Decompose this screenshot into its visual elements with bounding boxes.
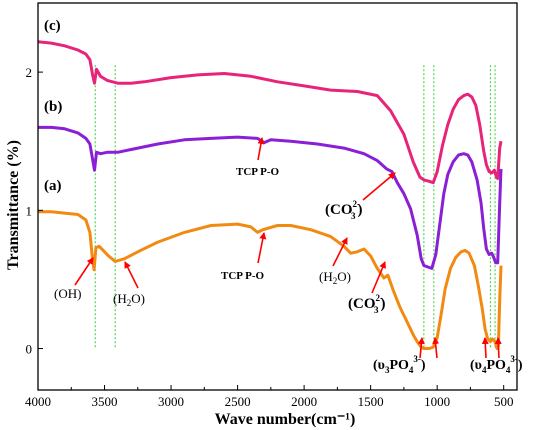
co3-lower-text: (CO <box>348 296 376 312</box>
arrow-tcp-a <box>257 232 267 264</box>
co3-label-upper: (CO2- 3) <box>325 199 363 221</box>
curve-label-c: (c) <box>44 18 61 34</box>
curve-label-a: (a) <box>44 178 62 194</box>
v4-po-sub: 4 <box>506 365 511 375</box>
arrow-oh <box>74 257 94 286</box>
arrow-v4-right <box>494 337 502 359</box>
arrow-h2o-left <box>124 261 139 289</box>
v4-po: PO <box>486 358 506 373</box>
oh-label: (OH) <box>54 286 81 301</box>
v4-sub: 4 <box>482 365 487 375</box>
curve-label-b: (b) <box>44 99 62 115</box>
v3-po4-label: (υ3PO43-) <box>373 354 426 375</box>
spectra-curves <box>37 40 503 350</box>
arrow-v3-left <box>417 337 425 359</box>
y-axis-title: Transmittance (%) <box>5 140 22 270</box>
tcp-label-a: TCP P-O <box>221 270 265 282</box>
h2o-left-text: (H <box>113 291 127 306</box>
guide-lines <box>94 65 496 349</box>
v4-po4-label: (υ4PO43-) <box>470 354 523 375</box>
x-tick-label-2500: 2500 <box>225 394 251 409</box>
x-tick-label-3000: 3000 <box>158 394 184 409</box>
axis-ticks: 4000 3500 3000 2500 2000 1500 1000 500 0 1 2 <box>25 65 513 409</box>
x-axis-title: Wave number(cm⁻¹) <box>215 411 356 428</box>
co3-label-lower: (CO2- 3) <box>348 293 386 315</box>
arrow-co3-upper <box>362 172 396 201</box>
v3-po-sub: 4 <box>409 365 414 375</box>
h2o-mid-sub: 2 <box>333 276 338 286</box>
y-tick-label-2: 2 <box>26 65 33 80</box>
v4-open: (υ <box>470 358 482 373</box>
co3-upper-text: (CO <box>325 202 353 218</box>
arrow-tcp-b <box>257 137 265 161</box>
x-tick-label-4000: 4000 <box>25 394 51 409</box>
plot-frame <box>37 2 518 391</box>
v3-po: PO <box>389 358 409 373</box>
v3-sub: 3 <box>385 365 390 375</box>
co3-upper-sup: 2- <box>353 199 361 209</box>
v4-close: ) <box>518 358 523 373</box>
x-tick-label-3500: 3500 <box>92 394 118 409</box>
h2o-mid-end: O) <box>337 269 351 284</box>
arrow-v4-left <box>481 337 489 359</box>
v3-open: (υ <box>373 358 385 373</box>
h2o-label-left: (H2O) <box>113 291 145 308</box>
arrow-co3-lower <box>371 261 386 294</box>
co3-upper-end: ) <box>358 202 363 218</box>
x-tick-label-1500: 1500 <box>358 394 384 409</box>
series-line-a <box>38 210 503 350</box>
h2o-mid-text: (H <box>319 269 333 284</box>
x-tick-label-1000: 1000 <box>424 394 450 409</box>
annotation-arrows <box>74 137 502 359</box>
co3-upper-sub: 3 <box>351 211 356 221</box>
x-tick-label-500: 500 <box>494 394 514 409</box>
tcp-label-b: TCP P-O <box>236 166 280 178</box>
v4-po-sup: 3- <box>510 354 518 364</box>
x-tick-label-2000: 2000 <box>291 394 317 409</box>
h2o-left-end: O) <box>131 291 145 306</box>
v3-po-sup: 3- <box>413 354 421 364</box>
h2o-left-sub: 2 <box>127 298 132 308</box>
series-line-b <box>38 125 503 270</box>
v3-close: ) <box>421 358 426 373</box>
arrow-v3-right <box>432 337 440 359</box>
co3-lower-sub: 3 <box>374 305 379 315</box>
y-tick-label-1: 1 <box>26 203 33 218</box>
co3-lower-end: ) <box>381 296 386 312</box>
y-tick-label-0: 0 <box>26 342 33 357</box>
co3-lower-sup: 2- <box>376 293 384 303</box>
plot-border <box>37 2 518 391</box>
h2o-label-mid: (H2O) <box>319 269 351 286</box>
arrow-h2o-mid <box>332 237 348 267</box>
series-line-c <box>37 40 503 185</box>
